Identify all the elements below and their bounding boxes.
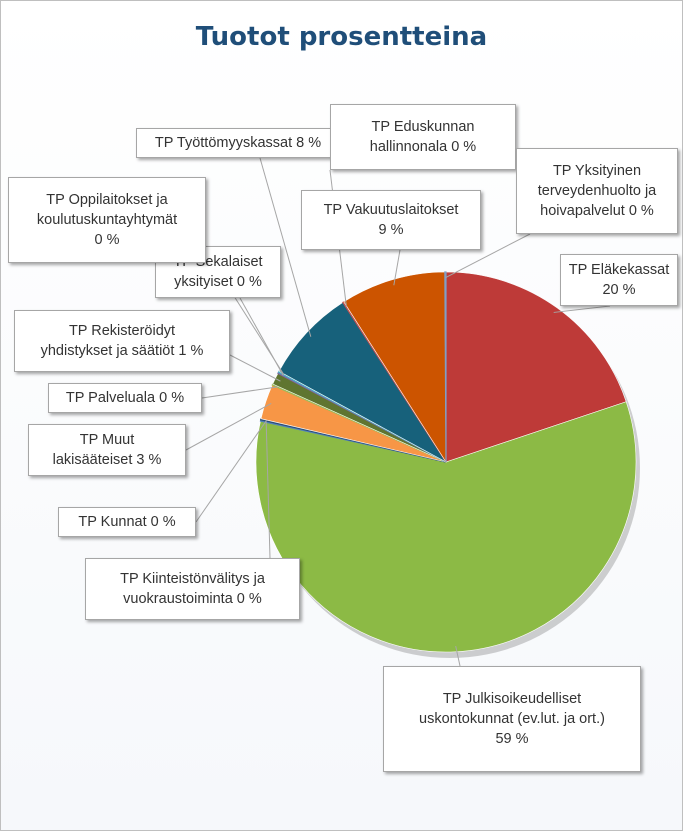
leader-line: [393, 249, 401, 286]
leader-line: [265, 421, 271, 559]
pie-slice[interactable]: [343, 271, 447, 464]
leader-line: [185, 402, 272, 451]
slice-data-label: TP Julkisoikeudelliset uskontokunnat (ev…: [383, 666, 641, 772]
leader-line: [455, 645, 461, 667]
pie-slice[interactable]: [445, 271, 627, 463]
slice-data-label: TP Yksityinen terveydenhuolto ja hoivapa…: [516, 148, 678, 234]
leader-line: [229, 354, 281, 382]
slice-data-label: TP Eduskunnan hallinnonala 0 %: [330, 104, 516, 170]
slice-data-label: TP Kiinteistönvälitys ja vuokraustoimint…: [85, 558, 300, 620]
pie-slice[interactable]: [255, 401, 637, 653]
pie-slice[interactable]: [444, 271, 447, 463]
leader-line: [201, 386, 278, 399]
slice-data-label: TP Muut lakisääteiset 3 %: [28, 424, 186, 476]
slice-data-label: TP Vakuutuslaitokset 9 %: [301, 190, 481, 250]
slice-data-label: TP Oppilaitokset ja koulutuskuntayhtymät…: [8, 177, 206, 263]
chart-title: Tuotot prosentteina: [195, 22, 488, 52]
slice-data-label: TP Kunnat 0 %: [58, 507, 196, 537]
slice-data-label: TP Palveluala 0 %: [48, 383, 202, 413]
leader-line: [445, 233, 531, 279]
leader-line: [553, 305, 611, 313]
leader-line: [195, 420, 267, 523]
leader-line: [259, 157, 312, 337]
slice-data-label: TP Rekisteröidyt yhdistykset ja säätiöt …: [14, 310, 230, 372]
slice-data-label: TP Työttömyyskassat 8 %: [136, 128, 340, 158]
slice-data-label: TP Eläkekassat 20 %: [560, 254, 678, 306]
